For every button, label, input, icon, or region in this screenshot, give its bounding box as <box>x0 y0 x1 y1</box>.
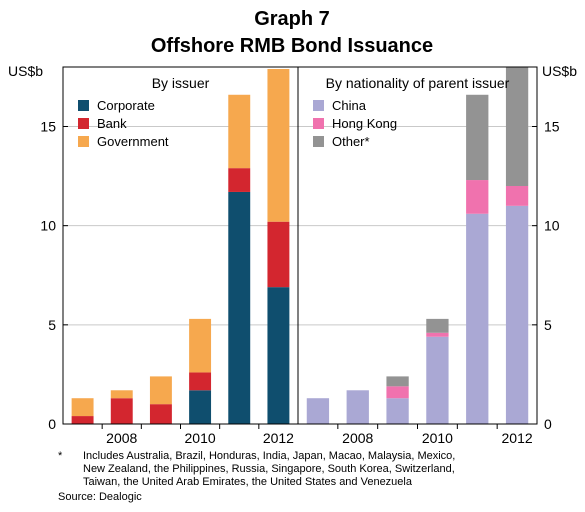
panel-title: By nationality of parent issuer <box>326 75 510 91</box>
left-axis-unit: US$b <box>8 63 43 79</box>
y-tick-label: 15 <box>40 119 56 135</box>
bar-segment <box>386 386 409 399</box>
legend-swatch <box>313 100 324 111</box>
x-tick-label: 2010 <box>422 430 453 446</box>
footnote-line-1: Includes Australia, Brazil, Honduras, In… <box>83 450 455 462</box>
footnote-marker: * <box>58 450 63 462</box>
bar-segment <box>426 332 449 337</box>
bar-segment <box>386 376 409 387</box>
legend-swatch <box>78 100 89 111</box>
bar-segment <box>267 287 290 424</box>
chart-subtitle: Offshore RMB Bond Issuance <box>151 35 433 57</box>
legend-swatch <box>78 118 89 129</box>
x-tick-label: 2008 <box>342 430 373 446</box>
legend-label: Government <box>97 134 169 149</box>
legend-swatch <box>78 136 89 147</box>
y-tick-label: 15 <box>544 119 560 135</box>
bar-segment <box>267 221 290 288</box>
bar-segment <box>228 94 251 169</box>
y-tick-label: 0 <box>48 416 56 432</box>
bar-segment <box>466 94 489 181</box>
y-tick-label: 10 <box>40 218 56 234</box>
bar-segment <box>189 372 212 391</box>
footnote-line-2: New Zealand, the Philippines, Russia, Si… <box>83 463 455 475</box>
bar-segment <box>189 318 212 373</box>
bar-segment <box>228 168 251 192</box>
x-tick-label: 2012 <box>502 430 533 446</box>
x-tick-label: 2010 <box>185 430 216 446</box>
legend-label: Hong Kong <box>332 116 397 131</box>
y-tick-label: 5 <box>48 317 56 333</box>
plot-area: By issuer Corporate Bank Government 2008 2010… <box>40 66 560 446</box>
bar-segment <box>149 404 172 424</box>
plot-frame <box>62 66 538 425</box>
footnote-line-3: Taiwan, the United Arab Emirates, the Un… <box>83 476 413 488</box>
bar-segment <box>110 398 133 424</box>
bar-segment <box>386 398 409 424</box>
chart-title: Graph 7 <box>254 8 330 30</box>
y-tick-label: 10 <box>544 218 560 234</box>
bar-segment <box>267 68 290 222</box>
panel-title: By issuer <box>152 75 210 91</box>
legend-label: Other* <box>332 134 370 149</box>
bar-segment <box>189 390 212 424</box>
bar-segment <box>505 205 529 424</box>
legend-label: Bank <box>97 116 127 131</box>
legend-label: Corporate <box>97 98 155 113</box>
legend-swatch <box>313 136 324 147</box>
bar-segment <box>346 390 369 424</box>
bar-segment <box>71 416 94 424</box>
footnote-source: Source: Dealogic <box>58 491 142 503</box>
bar-segment <box>466 180 489 214</box>
right-axis-unit: US$b <box>542 63 577 79</box>
y-tick-label: 5 <box>544 317 552 333</box>
bar-segment <box>426 318 449 333</box>
x-tick-label: 2012 <box>263 430 294 446</box>
bar-segment <box>306 398 330 424</box>
legend-label: China <box>332 98 367 113</box>
y-tick-label: 0 <box>544 416 552 432</box>
bar-segment <box>505 67 529 186</box>
bar-segment <box>110 390 133 399</box>
bar-segment <box>505 186 529 206</box>
bar-segment <box>228 191 251 424</box>
bar-segment <box>71 398 94 417</box>
bar-segment <box>466 213 489 424</box>
x-tick-label: 2008 <box>106 430 137 446</box>
bar-segment <box>426 336 449 424</box>
legend-swatch <box>313 118 324 129</box>
bar-segment <box>149 376 172 405</box>
